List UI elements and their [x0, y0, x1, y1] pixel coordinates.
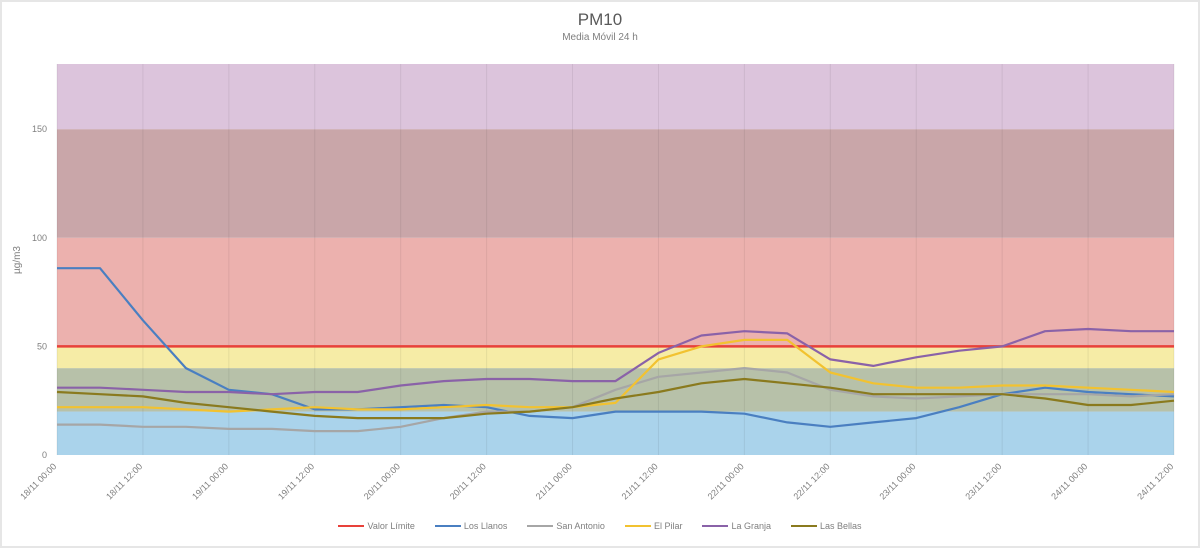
- x-tick-label: 19/11 12:00: [276, 461, 316, 501]
- x-tick-label: 23/11 12:00: [963, 461, 1003, 501]
- legend-item: Valor Límite: [338, 521, 415, 531]
- band-50-100: [57, 237, 1174, 347]
- legend-label: La Granja: [731, 521, 771, 531]
- legend-label: San Antonio: [556, 521, 605, 531]
- legend-label: Valor Límite: [367, 521, 415, 531]
- legend-swatch: [702, 525, 729, 527]
- legend: Valor Límite Los Llanos San Antonio El Pila…: [2, 521, 1198, 531]
- x-tick-label: 21/11 12:00: [620, 461, 660, 501]
- legend-item: San Antonio: [527, 521, 605, 531]
- x-tick-label: 20/11 00:00: [362, 461, 402, 501]
- y-tick-label: 0: [42, 450, 47, 460]
- series-line-el-pilar: [57, 338, 1175, 413]
- x-tick-label: 20/11 12:00: [448, 461, 488, 501]
- band-0-20: [57, 411, 1174, 455]
- x-tick-label: 22/11 12:00: [791, 461, 831, 501]
- x-tick-label: 24/11 00:00: [1049, 461, 1089, 501]
- legend-item: Las Bellas: [790, 521, 862, 531]
- legend-item: El Pilar: [624, 521, 683, 531]
- series-line-las-bellas: [56, 377, 1175, 420]
- y-tick-label: 100: [32, 233, 47, 243]
- y-tick-label: 150: [32, 124, 47, 134]
- chart-title: PM10: [577, 10, 623, 29]
- legend-swatch: [527, 525, 554, 527]
- legend-swatch: [790, 525, 817, 527]
- x-tick-label: 21/11 00:00: [534, 461, 574, 501]
- chart-subtitle: Media Móvil 24 h: [562, 32, 638, 43]
- x-tick-label: 24/11 12:00: [1135, 461, 1175, 501]
- x-tick-label: 22/11 00:00: [706, 461, 746, 501]
- legend-item: Los Llanos: [434, 521, 508, 531]
- legend-label: Las Bellas: [819, 521, 862, 531]
- legend-swatch: [624, 525, 651, 527]
- band-40-50: [57, 346, 1174, 369]
- legend-item: La Granja: [702, 521, 771, 531]
- legend-label: El Pilar: [653, 521, 683, 531]
- series-line-los-llanos: [57, 267, 1175, 428]
- legend-label: Los Llanos: [463, 521, 508, 531]
- x-tick-label: 19/11 00:00: [190, 461, 230, 501]
- band-150-180: [57, 64, 1174, 130]
- x-tick-label: 18/11 00:00: [18, 461, 58, 501]
- legend-swatch: [338, 525, 365, 527]
- y-axis-label: µg/m3: [12, 246, 23, 274]
- y-tick-label: 50: [37, 341, 47, 351]
- legend-swatch: [434, 525, 461, 527]
- x-tick-label: 18/11 12:00: [104, 461, 144, 501]
- band-100-150: [57, 129, 1174, 238]
- x-tick-label: 23/11 00:00: [877, 461, 917, 501]
- series-line-la-granja: [57, 327, 1174, 396]
